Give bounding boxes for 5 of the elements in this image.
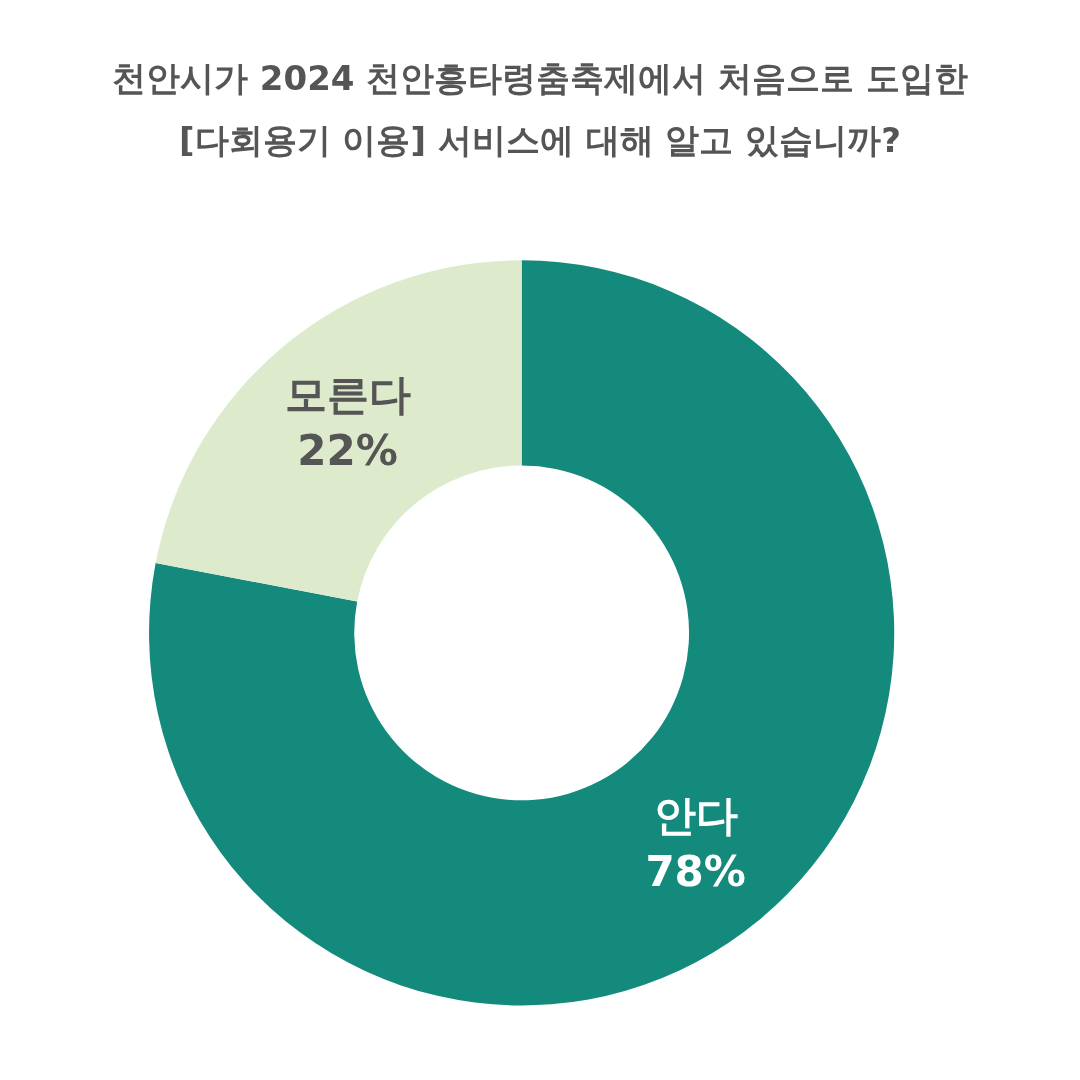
chart-title: 천안시가 2024 천안흥타령춤축제에서 처음으로 도입한 [다회용기 이용] 서비스에 대해 알고 있습니까? <box>112 58 968 160</box>
slice-label: 모른다 <box>284 370 411 420</box>
data-label: 78% <box>645 846 746 896</box>
data-label: 22% <box>297 426 398 476</box>
slice-label: 안다 <box>653 790 738 840</box>
